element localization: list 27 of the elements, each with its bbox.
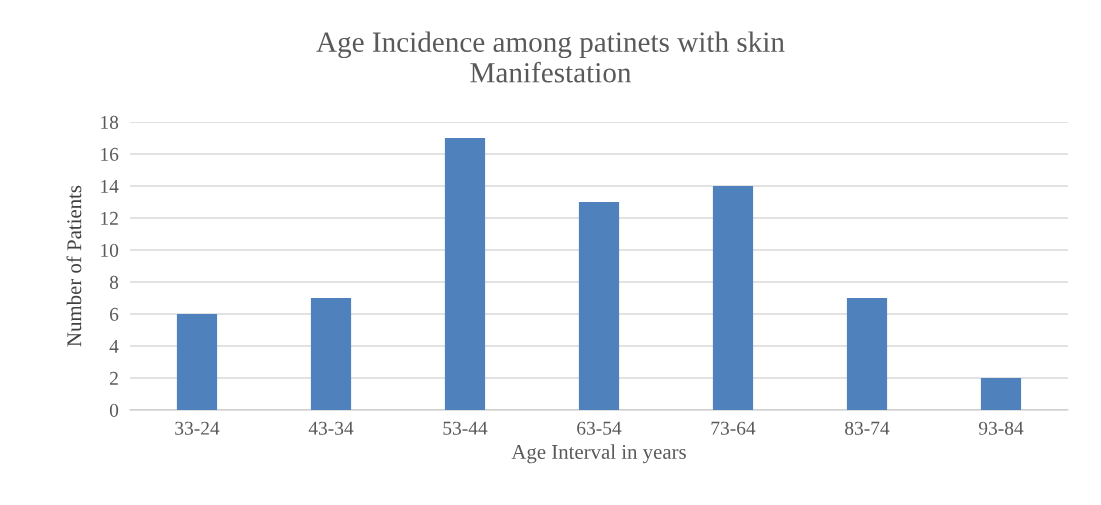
- y-tick-label: 4: [109, 339, 119, 353]
- bar: [310, 298, 352, 410]
- x-tick-label: 93-84: [978, 421, 1024, 435]
- bar: [444, 138, 486, 410]
- x-tick-label: 33-24: [175, 421, 220, 435]
- y-tick-label: 0: [109, 403, 119, 417]
- y-tick-label: 16: [101, 147, 119, 161]
- bar: [578, 202, 620, 410]
- y-tick-label: 12: [101, 211, 118, 225]
- y-tick-label: 2: [110, 371, 118, 385]
- y-tick-label: 18: [101, 115, 119, 129]
- bar: [712, 186, 754, 410]
- x-tick-label: 43-34: [308, 421, 354, 435]
- chart-title: Age Incidence among patinets with skin Manifestation: [316, 31, 785, 83]
- x-tick-label: 83-74: [845, 421, 890, 435]
- y-tick-label: 6: [110, 307, 119, 321]
- x-tick-label: 73-64: [711, 421, 756, 435]
- bar: [846, 298, 888, 410]
- bar: [176, 314, 218, 410]
- x-tick-label: 53-44: [443, 421, 488, 435]
- x-axis-title: Age Interval in years: [511, 444, 686, 464]
- bar: [980, 378, 1022, 410]
- y-tick-label: 14: [101, 179, 119, 193]
- y-tick-label: 8: [109, 275, 119, 289]
- y-axis-title: Number of Patients: [66, 185, 82, 347]
- y-tick-label: 10: [101, 243, 119, 257]
- x-tick-label: 63-54: [577, 421, 622, 435]
